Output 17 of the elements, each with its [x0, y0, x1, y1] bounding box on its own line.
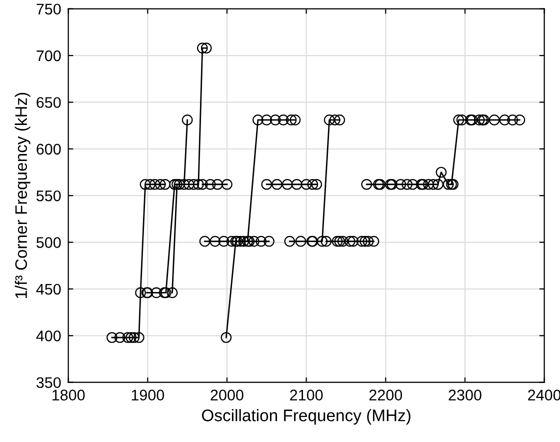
x-tick-label: 2300: [448, 390, 482, 400]
x-tick-label: 2000: [210, 390, 244, 400]
y-tick-label: 750: [36, 4, 61, 15]
x-tick-label: 1900: [132, 390, 164, 400]
y-tick-label: 600: [36, 144, 61, 155]
y-tick-label: 550: [36, 190, 61, 202]
y-axis-title: 1/f³ Corner Frequency (kHz): [14, 92, 30, 298]
y-tick-label: 500: [36, 237, 61, 248]
y-tick-label: 450: [36, 284, 61, 295]
y-tick-label: 350: [36, 377, 61, 388]
y-tick-label: 700: [36, 50, 61, 62]
x-axis-title: Oscillation Frequency (MHz): [202, 409, 410, 425]
x-tick-label: 2100: [290, 390, 323, 400]
x-tick-label: 1800: [52, 390, 85, 400]
y-tick-label: 650: [36, 97, 61, 108]
x-tick-label: 2200: [369, 390, 402, 400]
y-tick-label: 400: [36, 330, 61, 342]
